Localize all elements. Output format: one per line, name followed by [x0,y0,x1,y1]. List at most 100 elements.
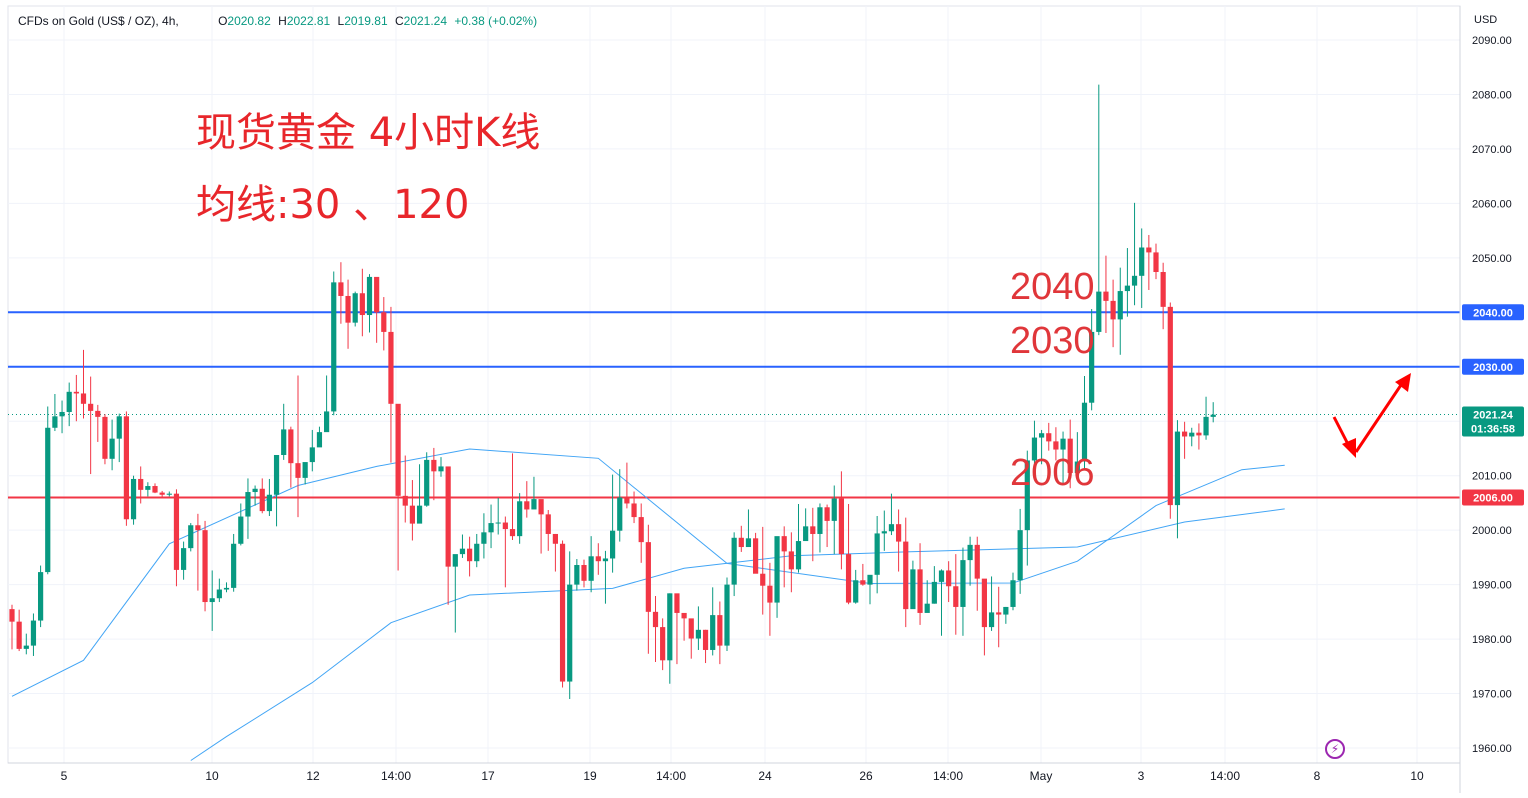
candle-body[interactable] [116,416,122,439]
candle-body[interactable] [145,486,151,490]
candle-body[interactable] [467,548,473,562]
candle-body[interactable] [488,523,494,533]
candle-body[interactable] [681,612,687,619]
candle-body[interactable] [996,612,1002,615]
candle-body[interactable] [388,331,394,404]
candle-body[interactable] [1203,416,1209,436]
candle-body[interactable] [331,282,337,412]
candle-body[interactable] [88,403,94,411]
candle-body[interactable] [1189,432,1195,437]
candle-body[interactable] [438,466,444,472]
candle-body[interactable] [860,580,866,585]
candle-body[interactable] [631,503,637,518]
candle-body[interactable] [73,391,79,394]
candle-body[interactable] [1081,402,1088,462]
candle-body[interactable] [30,620,37,646]
candle-body[interactable] [23,645,29,649]
candle-body[interactable] [431,459,437,472]
candle-body[interactable] [638,517,644,543]
candle-body[interactable] [302,462,308,478]
candle-body[interactable] [138,478,144,490]
candle-body[interactable] [202,530,208,603]
candle-body[interactable] [831,498,837,521]
candle-body[interactable] [495,522,501,524]
candle-body[interactable] [1060,438,1066,450]
candle-body[interactable] [738,537,744,548]
candle-body[interactable] [595,556,601,562]
candle-body[interactable] [316,432,323,448]
candle-body[interactable] [52,416,58,428]
candle-body[interactable] [559,543,566,682]
candle-body[interactable] [238,516,244,544]
candle-body[interactable] [445,466,451,567]
candle-body[interactable] [803,526,809,542]
candle-body[interactable] [152,486,158,493]
candle-body[interactable] [452,554,458,567]
candle-body[interactable] [95,410,101,417]
candle-body[interactable] [731,537,737,585]
candle-body[interactable] [273,454,280,495]
candle-body[interactable] [931,581,937,604]
candle-body[interactable] [953,586,959,607]
candle-body[interactable] [338,282,344,296]
candle-body[interactable] [1153,252,1159,273]
candle-body[interactable] [130,478,137,520]
candle-body[interactable] [1146,247,1152,253]
candle-body[interactable] [581,565,587,581]
candle-body[interactable] [474,543,480,562]
candle-body[interactable] [295,463,301,478]
candle-body[interactable] [352,293,358,323]
candle-body[interactable] [1139,247,1145,276]
candle-body[interactable] [767,585,773,603]
candle-body[interactable] [602,558,609,562]
candle-body[interactable] [531,499,537,510]
candle-body[interactable] [231,543,237,588]
candle-body[interactable] [216,589,222,599]
candle-body[interactable] [245,492,251,517]
candle-body[interactable] [660,627,666,661]
candle-body[interactable] [45,427,51,573]
candle-body[interactable] [524,501,530,510]
candle-body[interactable] [59,411,65,417]
candle-body[interactable] [324,411,330,433]
candle-body[interactable] [717,615,723,646]
candle-body[interactable] [517,501,523,537]
candle-body[interactable] [924,603,930,613]
candle-body[interactable] [624,497,630,504]
candle-body[interactable] [710,615,716,650]
candle-body[interactable] [252,488,258,493]
candle-body[interactable] [881,531,887,534]
candle-body[interactable] [781,536,787,552]
candle-body[interactable] [345,295,351,323]
candle-body[interactable] [409,505,415,524]
candle-body[interactable] [1124,285,1130,292]
candle-body[interactable] [424,459,430,506]
candle-body[interactable] [896,524,902,542]
candle-body[interactable] [1210,414,1216,417]
symbol-label[interactable]: CFDs on Gold (US$ / OZ), 4h, [18,14,179,28]
candle-body[interactable] [1010,580,1016,607]
candle-body[interactable] [874,533,880,575]
candle-body[interactable] [288,429,294,464]
candle-body[interactable] [1196,432,1202,436]
candle-body[interactable] [617,497,623,531]
candle-body[interactable] [1046,433,1052,442]
candle-body[interactable] [695,629,701,639]
candle-body[interactable] [552,533,558,544]
candle-body[interactable] [724,584,730,646]
candle-body[interactable] [688,618,694,639]
candle-body[interactable] [824,507,830,521]
candle-body[interactable] [366,276,373,316]
candle-body[interactable] [1024,460,1030,531]
candle-body[interactable] [223,587,230,590]
candle-body[interactable] [567,584,573,682]
candle-body[interactable] [774,536,780,603]
candle-body[interactable] [509,529,516,537]
candle-body[interactable] [123,416,129,520]
candle-body[interactable] [159,492,165,495]
candle-body[interactable] [1053,441,1059,450]
candle-body[interactable] [817,507,823,534]
candle-body[interactable] [938,570,945,582]
candle-body[interactable] [903,541,909,610]
